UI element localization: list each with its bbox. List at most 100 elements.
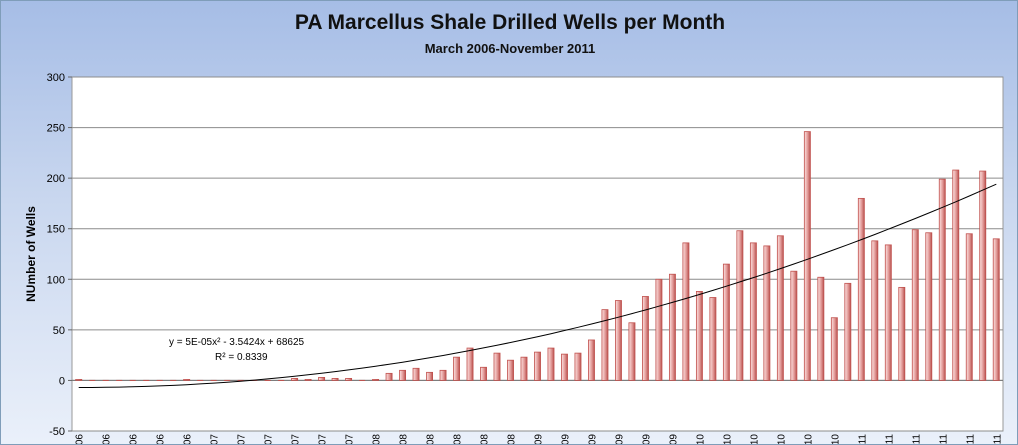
x-tick-label: Sep-07 [318,434,329,444]
bar [722,263,730,381]
y-tick-label: -50 [49,426,65,438]
y-tick-label: 200 [47,173,65,185]
bar [439,369,447,381]
x-tick-label: Jul-09 [614,434,625,444]
bar [628,322,636,381]
bar [399,369,407,381]
bar [979,170,987,381]
bar [547,347,555,381]
bar [925,232,933,381]
bar [480,366,487,381]
trendline [78,183,997,388]
x-tick-label: Nov-11 [992,434,1003,444]
bar [601,309,609,381]
trendline-r-squared: R² = 0.8339 [215,352,268,363]
bar [534,351,541,381]
bar [615,300,622,381]
bar [426,371,433,381]
x-tick-label: Mar-10 [722,434,733,444]
bar [466,347,474,381]
x-tick-label: May-07 [264,434,275,444]
bar [884,244,892,381]
y-tick-label: 100 [47,274,65,286]
bar [898,286,906,381]
x-tick-label: Jul-10 [776,434,787,444]
bar [507,359,514,381]
x-tick-label: Nov-09 [668,434,679,444]
bar [412,367,420,381]
bar [574,352,582,381]
bar [385,372,393,381]
x-tick-label: Sep-11 [965,434,976,444]
chart-title: PA Marcellus Shale Drilled Wells per Mon… [294,11,726,34]
bar [493,352,501,381]
x-tick-label: Jul-11 [938,434,949,444]
bar [695,291,703,381]
bar [938,178,946,381]
trendline-equation: y = 5E-05x² - 3.5424x + 68625 [169,337,305,348]
x-tick-label: May-09 [587,434,598,444]
bar [857,197,865,381]
x-tick-label: Jul-07 [291,434,302,444]
y-tick-label: 150 [47,224,65,236]
x-tick-label: Jul-06 [129,434,140,444]
bar [291,378,299,381]
bar [992,238,1000,381]
x-tick-label: Jan-09 [534,434,545,444]
bar [763,245,771,381]
x-tick-label: May-10 [749,434,760,444]
y-axis-label: NUmber of Wells [24,206,38,302]
x-tick-label: Mar-07 [237,434,248,444]
bar [75,379,83,381]
x-tick-label: Nov-06 [183,434,194,444]
bar [817,276,825,381]
x-tick-label: Sep-09 [641,434,652,444]
bar [911,229,919,381]
bar [655,278,663,381]
x-tick-label: Nov-10 [830,434,841,444]
bar [965,233,973,381]
x-tick-label: Jan-08 [372,434,383,444]
x-tick-label: Jan-07 [210,434,221,444]
x-tick-label: May-08 [426,434,437,444]
y-tick-label: 250 [47,123,65,135]
bar [749,242,757,381]
bar [871,240,879,381]
x-tick-label: Nov-08 [507,434,518,444]
bar [736,230,744,381]
bar [318,376,326,381]
x-tick-label: May-11 [911,434,922,444]
bar [183,379,191,381]
x-tick-label: Sep-08 [480,434,491,444]
bar [561,353,568,381]
x-tick-label: Mar-08 [399,434,410,444]
x-tick-label: Sep-06 [156,434,167,444]
bar [776,235,784,381]
bar [345,378,353,381]
y-tick-label: 50 [53,325,65,337]
bar [668,273,676,381]
x-tick-label: Jan-11 [857,434,868,444]
bar [709,297,717,381]
bar [588,339,595,381]
bar [331,378,339,381]
chart-subtitle: March 2006-November 2011 [424,41,596,56]
x-tick-label: Jan-10 [695,434,706,444]
bar [520,356,528,381]
bar [372,379,380,381]
bar [952,169,960,381]
x-tick-label: Mar-11 [884,434,895,444]
bar [642,296,649,381]
bar [682,242,690,381]
bar [790,270,798,381]
y-tick-label: 300 [47,72,65,84]
bar [830,317,838,381]
x-tick-label: Sep-10 [803,434,814,444]
x-tick-label: May-06 [102,434,113,444]
x-tick-label: Nov-07 [345,434,356,444]
y-tick-label: 0 [59,375,65,387]
x-tick-label: Mar-09 [560,434,571,444]
x-tick-label: Mar-06 [75,434,86,444]
